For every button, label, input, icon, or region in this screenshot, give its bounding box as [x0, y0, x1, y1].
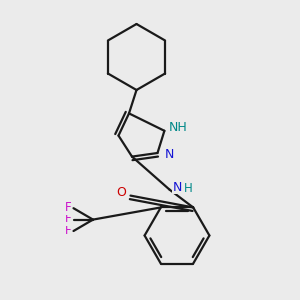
- Text: F: F: [65, 212, 71, 226]
- Text: F: F: [65, 224, 71, 237]
- Text: H: H: [184, 182, 193, 195]
- Text: N: N: [165, 148, 174, 161]
- Text: F: F: [65, 201, 71, 214]
- Text: N: N: [173, 181, 183, 194]
- Text: NH: NH: [169, 121, 187, 134]
- Text: O: O: [117, 186, 126, 199]
